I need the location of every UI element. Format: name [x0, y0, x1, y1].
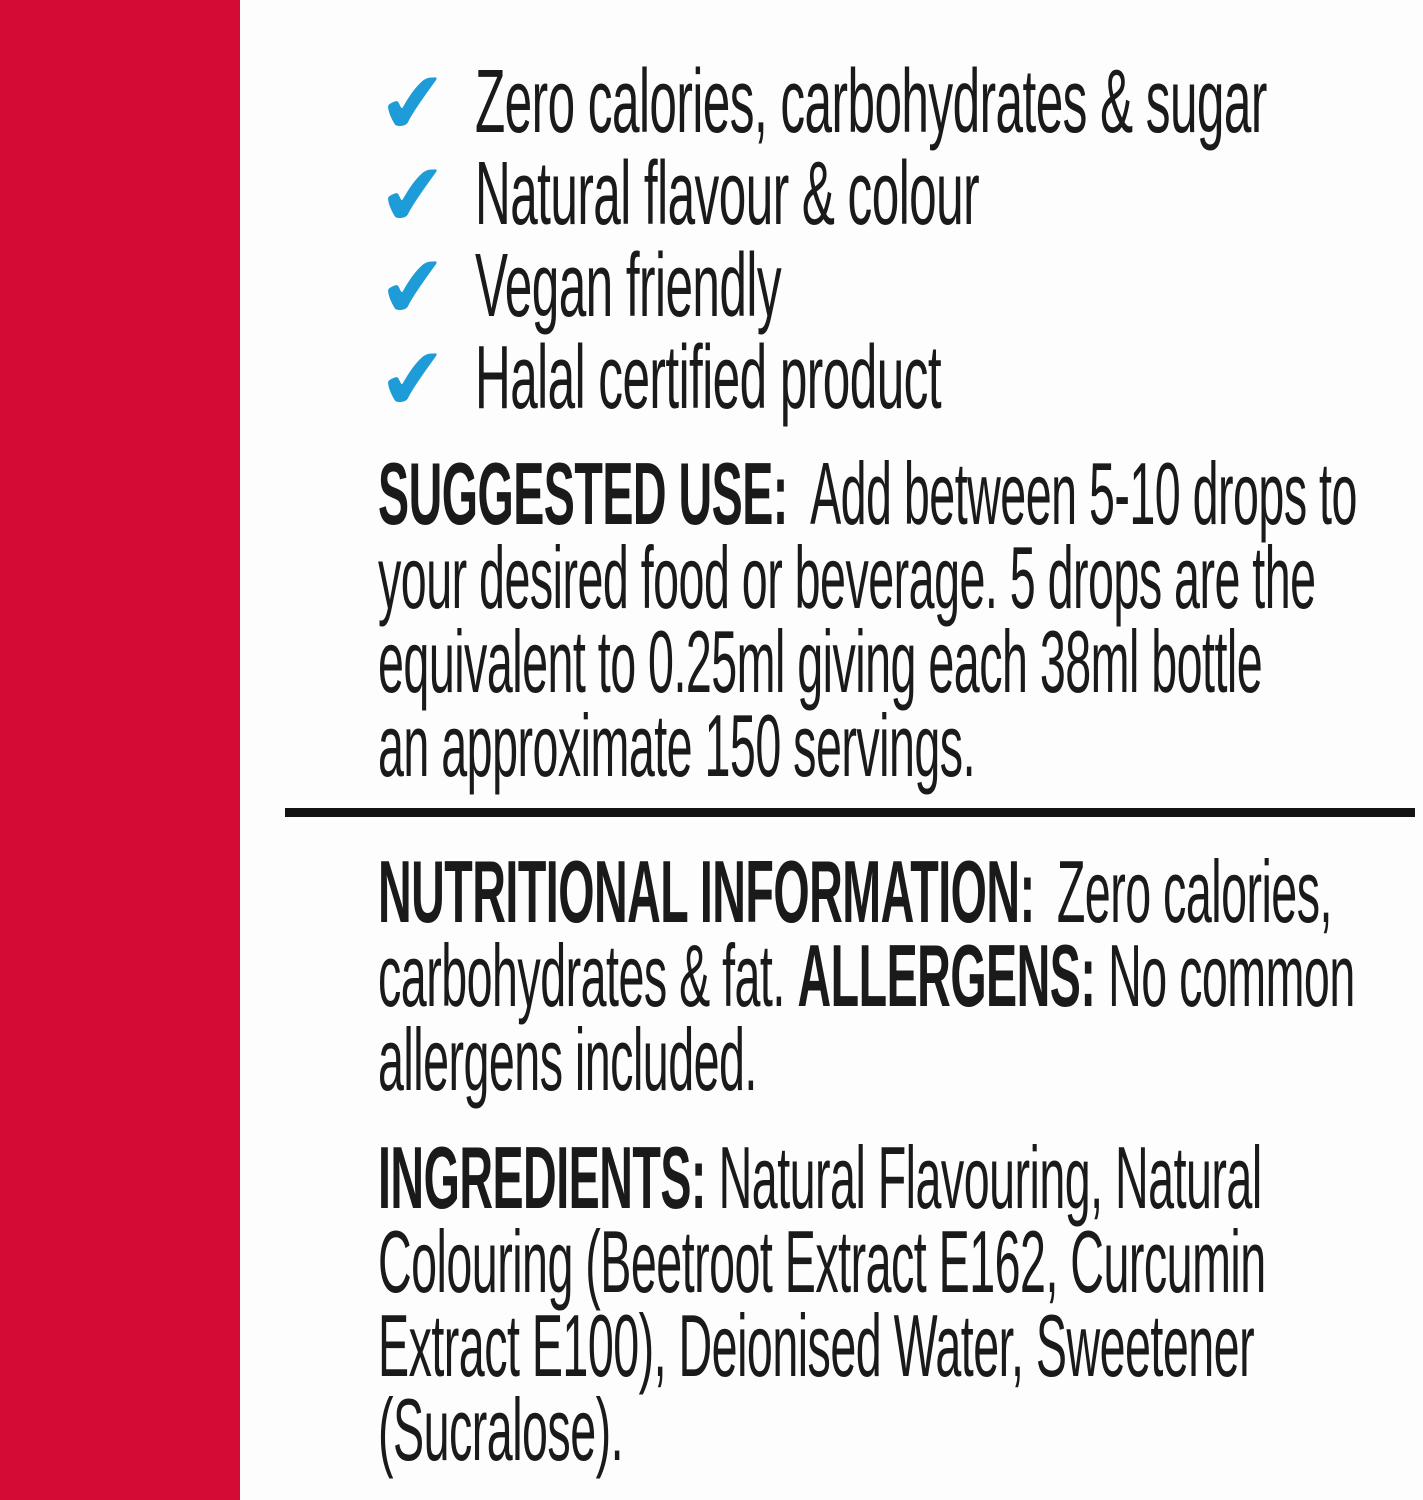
list-item: ✔ Vegan friendly [374, 235, 1423, 339]
text-line: NUTRITIONAL INFORMATION: Zero calories, [378, 842, 1423, 941]
checkmark-icon: ✔ [373, 235, 453, 340]
text-line: carbohydrates & fat. ALLERGENS: No common [378, 926, 1423, 1025]
text-segment: Natural Flavouring, Natural [718, 1128, 1263, 1227]
text-segment: No common [1108, 926, 1355, 1025]
checkmark-icon: ✔ [373, 143, 453, 248]
feature-label: Halal certified product [475, 328, 942, 428]
list-item: ✔ Halal certified product [374, 327, 1423, 431]
text-segment: carbohydrates & fat. [378, 926, 785, 1025]
checkmark-icon: ✔ [373, 327, 453, 432]
text-segment: Zero calories, [1056, 842, 1333, 941]
text-line: SUGGESTED USE: Add between 5-10 drops to [378, 444, 1423, 543]
list-item: ✔ Natural flavour & colour [374, 143, 1423, 247]
text-line: an approximate 150 servings. [378, 696, 976, 795]
suggested-use-paragraph: SUGGESTED USE: Add between 5-10 drops to … [378, 444, 1423, 795]
horizontal-rule [285, 808, 1415, 817]
nutrition-heading: NUTRITIONAL INFORMATION: [378, 842, 1035, 941]
feature-label: Natural flavour & colour [475, 144, 980, 244]
nutrition-paragraph: NUTRITIONAL INFORMATION: Zero calories, c… [378, 842, 1423, 1109]
text-line: INGREDIENTS: Natural Flavouring, Natural [378, 1128, 1423, 1227]
text-line: allergens included. [378, 1010, 757, 1109]
ingredients-heading: INGREDIENTS: [378, 1128, 706, 1227]
text-line: your desired food or beverage. 5 drops a… [378, 528, 1316, 627]
text-line: equivalent to 0.25ml giving each 38ml bo… [378, 612, 1263, 711]
feature-label: Vegan friendly [475, 236, 782, 336]
text-line: Colouring (Beetroot Extract E162, Curcum… [378, 1212, 1266, 1311]
list-item: ✔ Zero calories, carbohydrates & sugar [374, 51, 1423, 155]
ingredients-paragraph: INGREDIENTS: Natural Flavouring, Natural … [378, 1128, 1423, 1479]
red-side-band [0, 0, 240, 1500]
feature-checklist: ✔ Zero calories, carbohydrates & sugar ✔… [374, 51, 1423, 431]
checkmark-icon: ✔ [373, 51, 453, 156]
allergens-heading: ALLERGENS: [797, 926, 1096, 1025]
suggested-use-heading: SUGGESTED USE: [378, 444, 788, 543]
feature-label: Zero calories, carbohydrates & sugar [475, 52, 1267, 152]
text-line: (Sucralose). [378, 1380, 624, 1479]
text-line: Extract E100), Deionised Water, Sweetene… [378, 1296, 1255, 1395]
text-segment: Add between 5-10 drops to [810, 444, 1357, 543]
